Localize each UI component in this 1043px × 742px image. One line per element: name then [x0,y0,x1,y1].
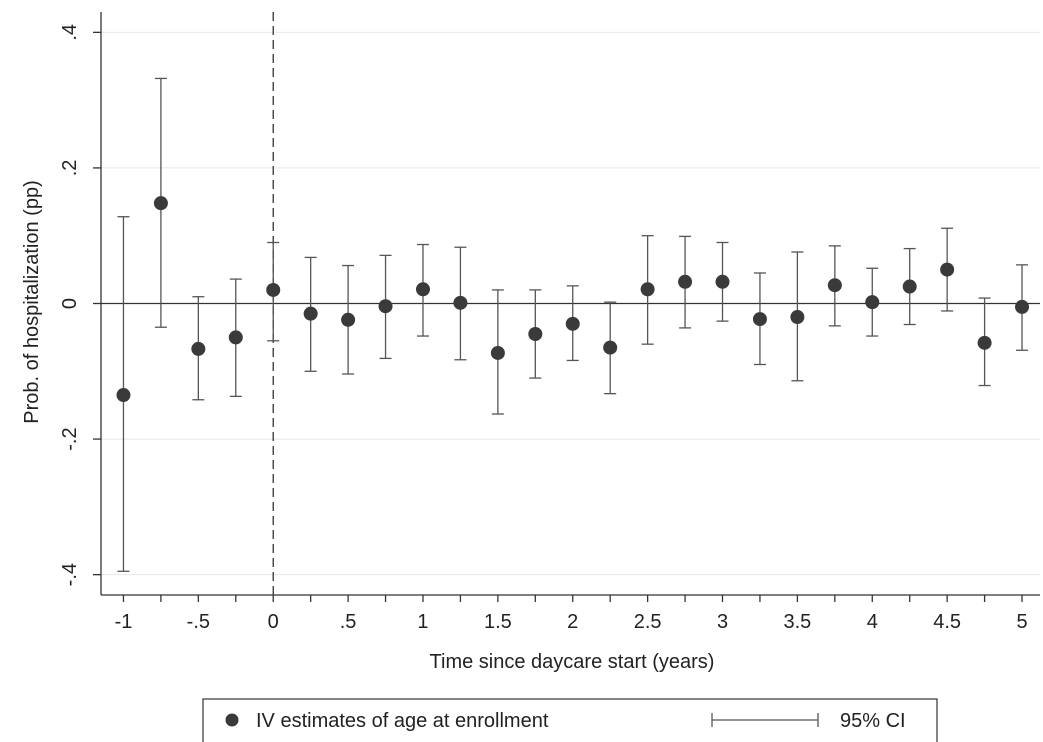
x-tick-label: 1.5 [484,611,512,633]
data-point [266,282,281,297]
legend-label-estimates: IV estimates of age at enrollment [256,710,549,732]
data-point [378,299,393,314]
y-tick-label: -.2 [59,427,81,450]
y-tick-label: -.4 [59,563,81,586]
data-point [453,295,468,310]
data-point [752,312,767,327]
x-tick-label: 4 [867,611,878,633]
x-tick-label: 2 [567,611,578,633]
y-tick-label: .4 [59,24,81,41]
x-tick-label: .5 [340,611,357,633]
data-point [790,310,805,325]
axes: -.4 -.2 0 .2 .4 -1 -.5 0 .5 1 1.5 2 2.5 3 3.5 4 4.5 5 [59,12,1040,633]
x-tick-label: -1 [115,611,133,633]
data-point [116,388,131,403]
data-point [902,279,917,294]
data-point [303,306,318,321]
y-tick-label: 0 [59,298,81,309]
x-tick-label: 5 [1016,611,1027,633]
data-point [191,341,206,356]
data-point [640,282,655,297]
legend-box [202,698,938,742]
legend-label-ci: 95% CI [840,710,906,732]
gridlines [101,31,1040,576]
legend-ci-icon [711,713,819,727]
x-tick-label: 0 [268,611,279,633]
data-point [153,196,168,211]
data-point [490,345,505,360]
data-point [715,274,730,289]
x-tick-label: -.5 [187,611,210,633]
x-tick-label: 3.5 [783,611,811,633]
data-point [678,274,693,289]
data-point [1015,299,1030,314]
y-tick-label: .2 [59,160,81,177]
x-tick-label: 1 [417,611,428,633]
x-axis-title: Time since daycare start (years) [430,651,715,673]
legend-marker-icon [225,713,239,727]
x-tick-label: 2.5 [634,611,662,633]
x-tick-label: 3 [717,611,728,633]
data-point [341,312,356,327]
data-point [865,295,880,310]
data-points [116,196,1030,403]
data-point [565,316,580,331]
data-point [528,327,543,342]
y-axis-title: Prob. of hospitalization (pp) [21,180,43,423]
data-point [415,282,430,297]
data-point [827,278,842,293]
x-tick-label: 4.5 [933,611,961,633]
data-point [603,340,618,355]
data-point [228,330,243,345]
data-point [977,335,992,350]
reference-lines [101,12,1040,595]
data-point [940,262,955,277]
legend: IV estimates of age at enrollment 95% CI [202,698,938,742]
